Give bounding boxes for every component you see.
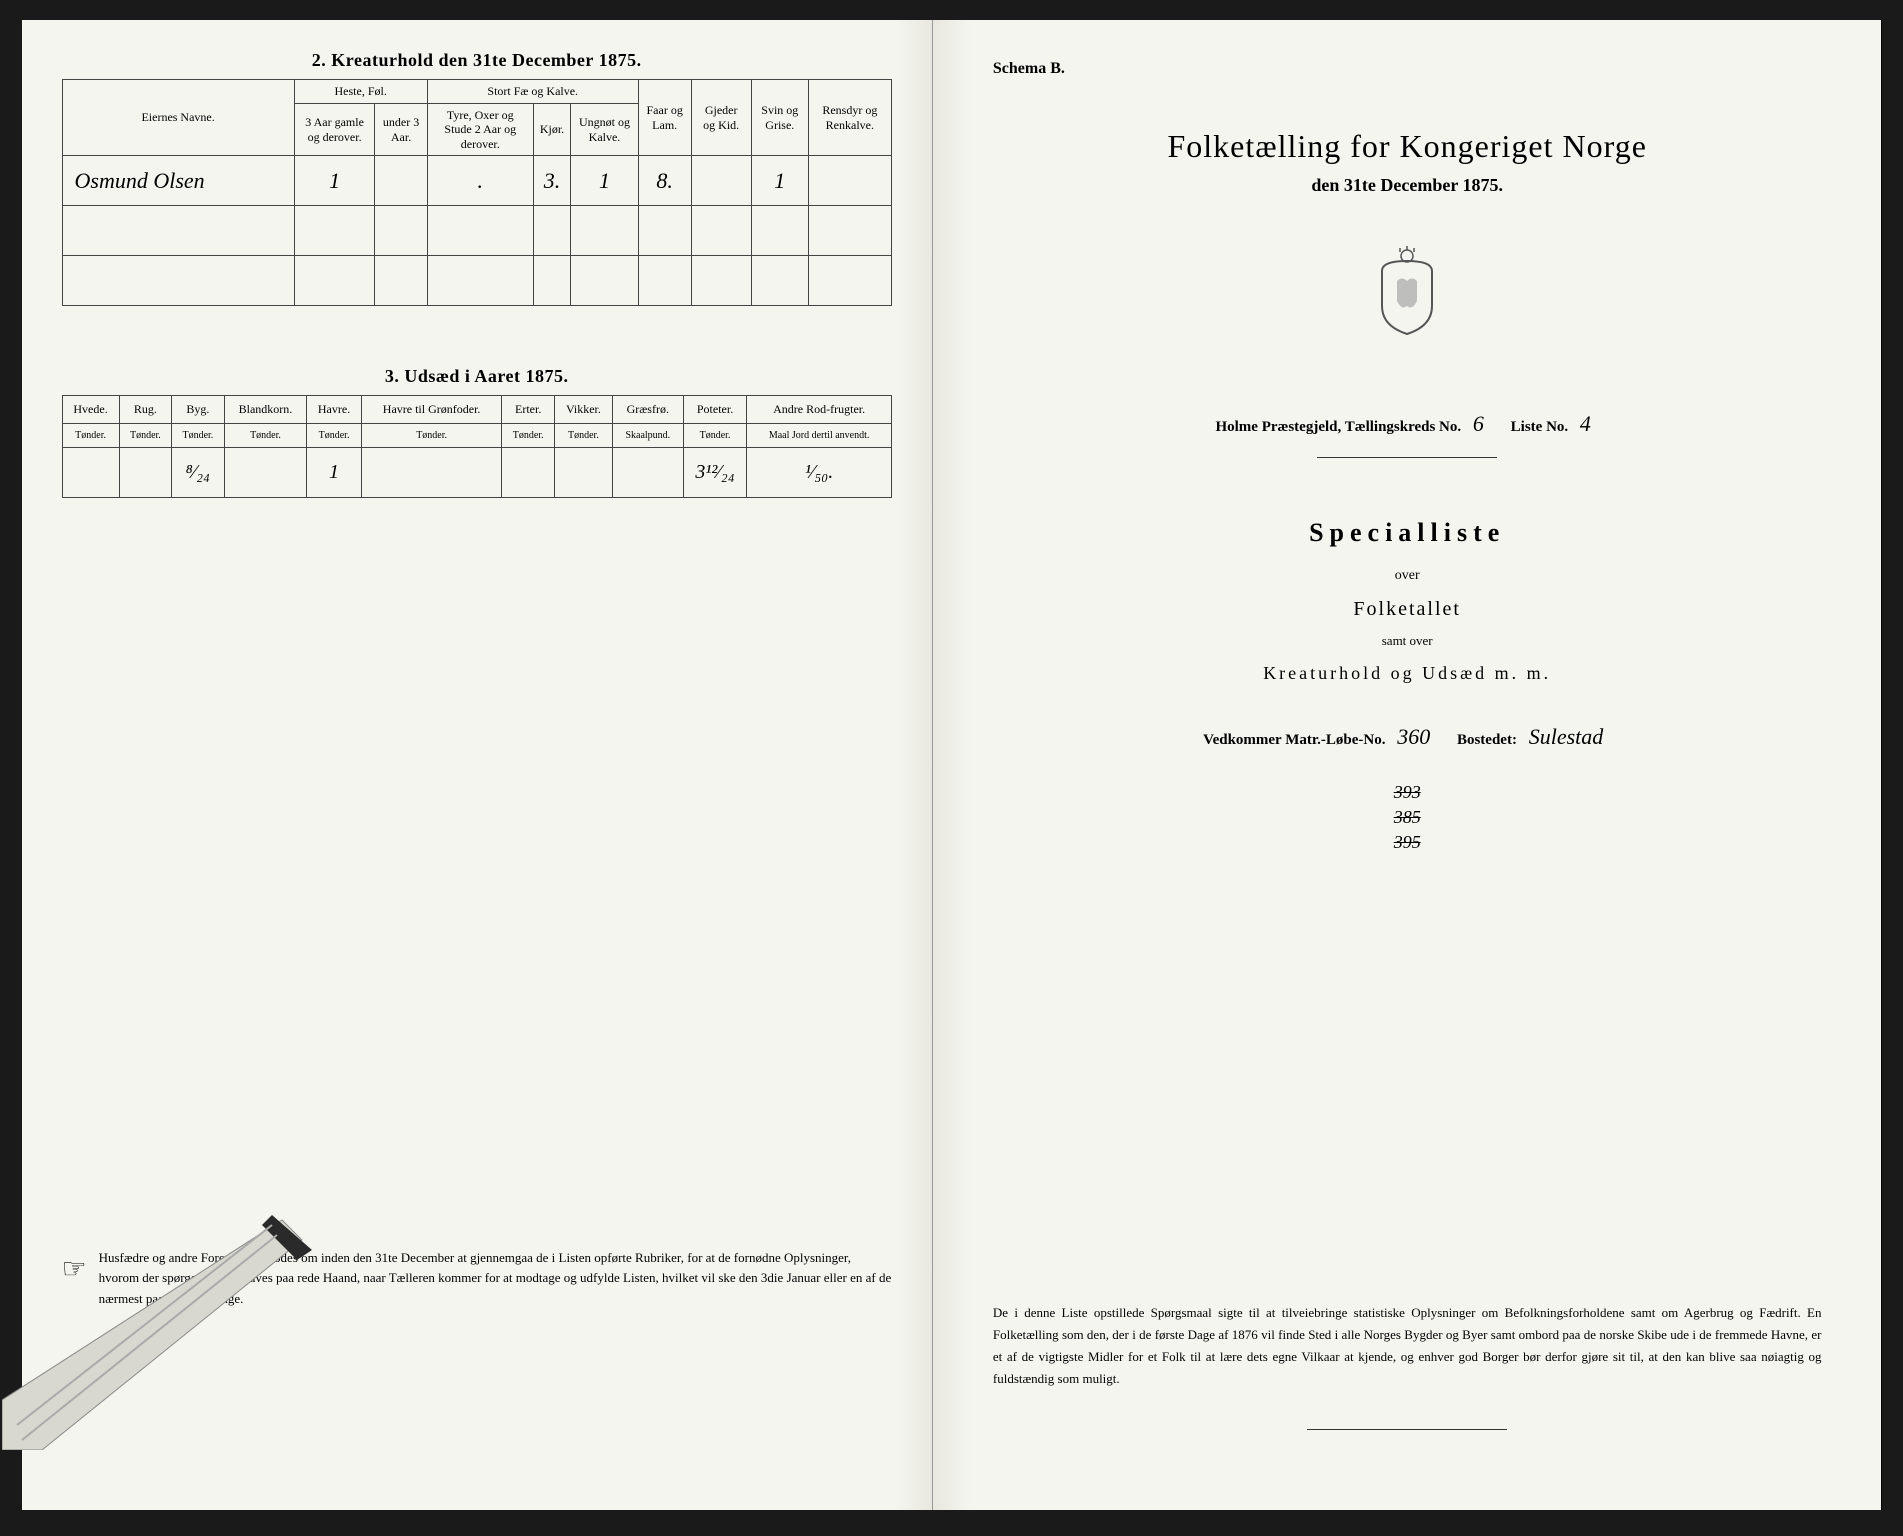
col-horses: Heste, Føl. (294, 80, 427, 104)
over-text: over (973, 568, 1842, 584)
matr-label: Vedkommer Matr.-Løbe-No. (1203, 732, 1385, 748)
seed-unit: Maal Jord dertil anvendt. (747, 424, 892, 448)
census-book: 2. Kreaturhold den 31te December 1875. E… (22, 20, 1882, 1510)
bottom-divider (1307, 1429, 1507, 1430)
divider (1317, 457, 1497, 458)
crossed-no: 395 (973, 830, 1842, 855)
table-row (62, 206, 891, 256)
seed-unit: Tønder. (62, 424, 119, 448)
seed-col: Rug. (119, 396, 172, 424)
cell: ⁸⁄₂₄ (172, 448, 225, 498)
seed-col: Havre til Grønfoder. (361, 396, 502, 424)
cell: . (427, 156, 533, 206)
cell (224, 448, 307, 498)
district-no: 6 (1473, 411, 1484, 436)
seed-unit: Tønder. (502, 424, 555, 448)
cell (502, 448, 555, 498)
seed-table: Hvede. Rug. Byg. Blandkorn. Havre. Havre… (62, 395, 892, 498)
table-row: ⁸⁄₂₄ 1 3¹²⁄₂₄ ¹⁄₅₀. (62, 448, 891, 498)
kreatur-line: Kreaturhold og Udsæd m. m. (973, 663, 1842, 684)
seed-col: Poteter. (683, 396, 747, 424)
crossed-no: 393 (973, 780, 1842, 805)
cell: ¹⁄₅₀. (747, 448, 892, 498)
bostedet-label: Bostedet: (1457, 732, 1517, 748)
seed-col: Erter. (502, 396, 555, 424)
col-horses-a: 3 Aar gamle og derover. (294, 104, 375, 156)
subtitle: den 31te December 1875. (973, 175, 1842, 196)
col-sheep: Faar og Lam. (638, 80, 691, 156)
cell: 8. (638, 156, 691, 206)
seed-unit: Tønder. (119, 424, 172, 448)
cell: 1 (307, 448, 362, 498)
section3: 3. Udsæd i Aaret 1875. Hvede. Rug. Byg. … (62, 366, 892, 498)
page-left: 2. Kreaturhold den 31te December 1875. E… (22, 20, 933, 1510)
table-row: Osmund Olsen 1 . 3. 1 8. 1 (62, 156, 891, 206)
cell (691, 156, 751, 206)
col-cattle-a: Tyre, Oxer og Stude 2 Aar og derover. (427, 104, 533, 156)
seed-unit: Tønder. (683, 424, 747, 448)
seed-unit: Tønder. (172, 424, 225, 448)
cell: 1 (294, 156, 375, 206)
cell (554, 448, 612, 498)
left-footer-note: ☞ Husfædre og andre Foresatte anmodes om… (62, 1248, 892, 1310)
samt-over: samt over (973, 633, 1842, 649)
cell: 1 (751, 156, 808, 206)
pointing-hand-icon: ☞ (62, 1248, 87, 1310)
seed-col: Vikker. (554, 396, 612, 424)
col-horses-b: under 3 Aar. (375, 104, 427, 156)
main-title: Folketælling for Kongeriget Norge (973, 128, 1842, 165)
col-goats: Gjeder og Kid. (691, 80, 751, 156)
cell (808, 156, 891, 206)
liste-no: 4 (1580, 411, 1591, 436)
seed-col: Byg. (172, 396, 225, 424)
cell (361, 448, 502, 498)
seed-col: Andre Rod-frugter. (747, 396, 892, 424)
bostedet: Sulestad (1529, 724, 1604, 749)
seed-col: Havre. (307, 396, 362, 424)
matr-line: Vedkommer Matr.-Løbe-No. 360 Bostedet: S… (973, 724, 1842, 750)
special-title: Specialliste (973, 518, 1842, 548)
section2-title: 2. Kreaturhold den 31te December 1875. (62, 50, 892, 71)
seed-col: Hvede. (62, 396, 119, 424)
livestock-table: Eiernes Navne. Heste, Føl. Stort Fæ og K… (62, 79, 892, 306)
crossed-no: 385 (973, 805, 1842, 830)
liste-label: Liste No. (1511, 419, 1569, 435)
matr-no: 360 (1397, 724, 1430, 749)
page-right: Schema B. Folketælling for Kongeriget No… (933, 20, 1882, 1510)
seed-col: Blandkorn. (224, 396, 307, 424)
table-row (62, 256, 891, 306)
cell (119, 448, 172, 498)
right-footer: De i denne Liste opstillede Spørgsmaal s… (993, 1302, 1822, 1390)
seed-unit: Tønder. (307, 424, 362, 448)
cell (612, 448, 683, 498)
seed-col: Græsfrø. (612, 396, 683, 424)
folketallet: Folketallet (973, 598, 1842, 621)
col-cattle: Stort Fæ og Kalve. (427, 80, 638, 104)
district-line: Holme Præstegjeld, Tællingskreds No. 6 L… (973, 411, 1842, 437)
seed-unit: Tønder. (554, 424, 612, 448)
seed-unit: Tønder. (224, 424, 307, 448)
pen-artifact-icon (2, 1200, 352, 1450)
seed-unit: Skaalpund. (612, 424, 683, 448)
schema-label: Schema B. (993, 60, 1842, 78)
section3-title: 3. Udsæd i Aaret 1875. (62, 366, 892, 387)
col-reindeer: Rensdyr og Renkalve. (808, 80, 891, 156)
cell: 1 (571, 156, 639, 206)
col-pigs: Svin og Grise. (751, 80, 808, 156)
cell (375, 156, 427, 206)
cell: 3. (533, 156, 570, 206)
seed-unit: Tønder. (361, 424, 502, 448)
cell (62, 448, 119, 498)
footer-text: Husfædre og andre Foresatte anmodes om i… (99, 1248, 892, 1310)
col-owner: Eiernes Navne. (62, 80, 294, 156)
coat-of-arms-icon (1372, 246, 1442, 336)
col-cattle-b: Kjør. (533, 104, 570, 156)
district-prefix: Holme Præstegjeld, Tællingskreds No. (1215, 419, 1461, 435)
cell: 3¹²⁄₂₄ (683, 448, 747, 498)
cell-owner: Osmund Olsen (62, 156, 294, 206)
right-content: Folketælling for Kongeriget Norge den 31… (973, 128, 1842, 856)
col-cattle-c: Ungnøt og Kalve. (571, 104, 639, 156)
